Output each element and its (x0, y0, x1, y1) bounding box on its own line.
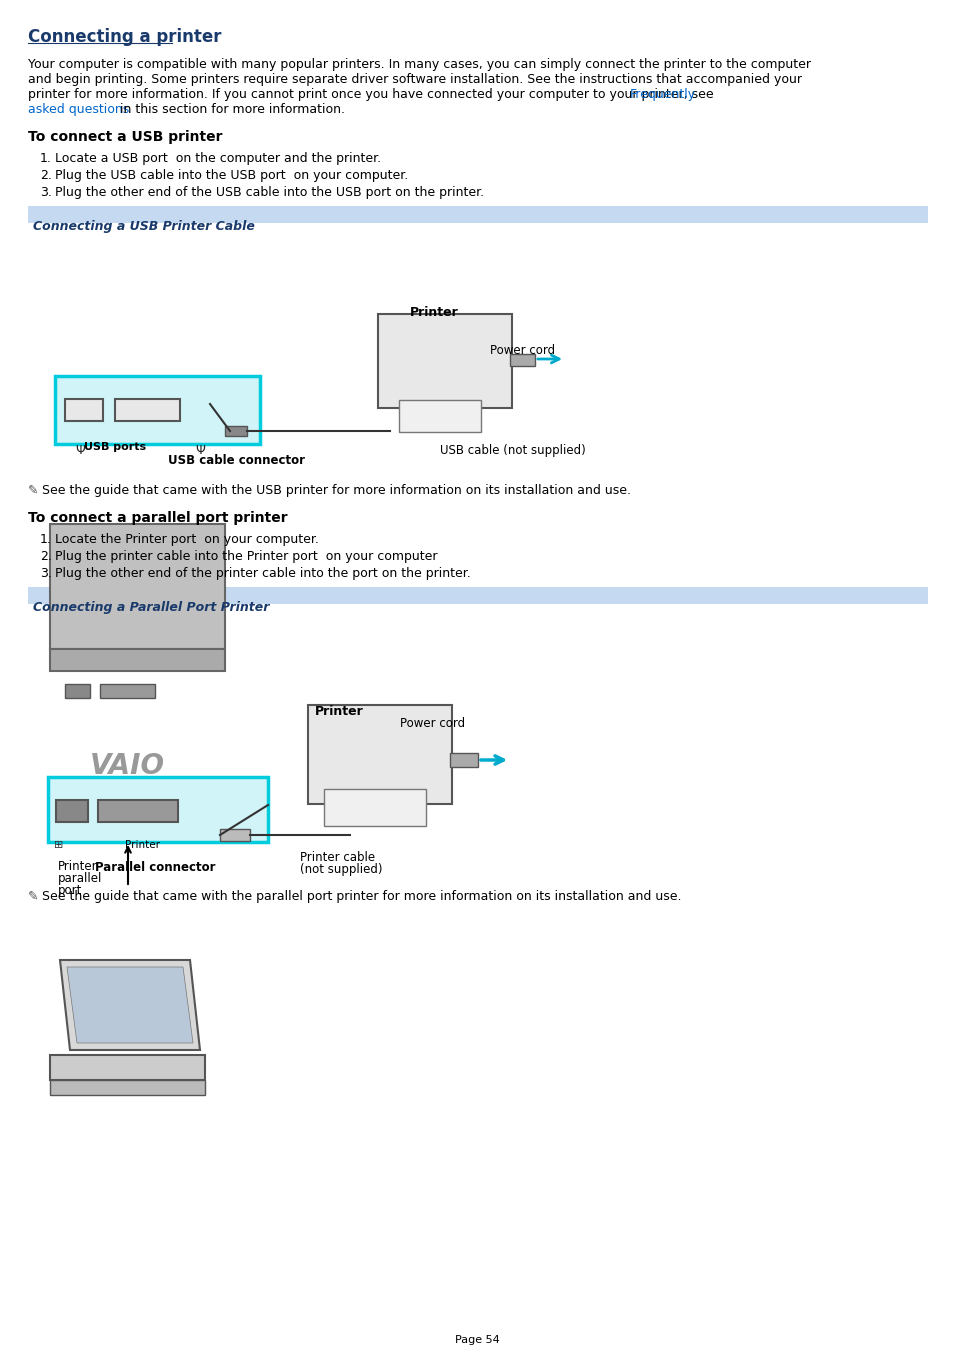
Polygon shape (50, 524, 225, 648)
Text: 3.: 3. (40, 186, 51, 199)
Bar (65, 399, 103, 422)
Polygon shape (60, 961, 200, 1050)
Polygon shape (67, 967, 193, 1043)
Text: USB cable connector: USB cable connector (169, 454, 305, 467)
Polygon shape (50, 1079, 205, 1096)
Text: Your computer is compatible with many popular printers. In many cases, you can s: Your computer is compatible with many po… (28, 58, 810, 72)
Text: 1.: 1. (40, 534, 51, 546)
Text: Parallel connector: Parallel connector (94, 861, 215, 874)
Text: 1.: 1. (40, 153, 51, 165)
Polygon shape (50, 1055, 205, 1079)
Bar (98, 800, 178, 821)
Text: 2.: 2. (40, 169, 51, 182)
Bar (28, 205, 927, 223)
Bar (48, 777, 268, 842)
FancyBboxPatch shape (398, 400, 480, 432)
Bar (115, 399, 180, 422)
Polygon shape (50, 648, 225, 671)
Text: See the guide that came with the USB printer for more information on its install: See the guide that came with the USB pri… (42, 484, 630, 497)
Text: Connecting a USB Printer Cable: Connecting a USB Printer Cable (33, 220, 254, 232)
Text: asked questions: asked questions (28, 103, 129, 116)
FancyBboxPatch shape (377, 313, 512, 408)
FancyBboxPatch shape (324, 789, 426, 825)
Bar (56, 800, 88, 821)
Text: parallel: parallel (58, 871, 102, 885)
Text: port: port (58, 884, 82, 897)
Text: Locate the Printer port  on your computer.: Locate the Printer port on your computer… (55, 534, 318, 546)
Bar (450, 753, 477, 767)
Text: USB ports: USB ports (84, 442, 146, 453)
Text: Ψ: Ψ (75, 444, 85, 457)
Text: USB cable (not supplied): USB cable (not supplied) (439, 444, 585, 457)
Text: Page 54: Page 54 (455, 1335, 498, 1346)
Text: 2.: 2. (40, 550, 51, 563)
Text: Printer cable: Printer cable (299, 851, 375, 865)
Text: ✎: ✎ (28, 890, 38, 902)
Text: Connecting a printer: Connecting a printer (28, 28, 221, 46)
Text: and begin printing. Some printers require separate driver software installation.: and begin printing. Some printers requir… (28, 73, 801, 86)
Bar (28, 586, 927, 604)
Bar (100, 684, 154, 698)
Text: Printer: Printer (126, 840, 160, 850)
Text: (not supplied): (not supplied) (299, 863, 382, 875)
Bar (28, 226, 927, 471)
Text: in this section for more information.: in this section for more information. (116, 103, 345, 116)
Text: To connect a USB printer: To connect a USB printer (28, 130, 222, 145)
Bar (65, 684, 90, 698)
Text: Plug the other end of the USB cable into the USB port on the printer.: Plug the other end of the USB cable into… (55, 186, 483, 199)
Bar (28, 607, 927, 877)
Text: Power cord: Power cord (399, 717, 465, 730)
Bar (55, 376, 260, 444)
Bar (225, 426, 247, 436)
Text: Locate a USB port  on the computer and the printer.: Locate a USB port on the computer and th… (55, 153, 381, 165)
Text: Printer: Printer (410, 305, 458, 319)
Text: 3.: 3. (40, 567, 51, 580)
Text: ✎: ✎ (28, 484, 38, 497)
Text: ⊞: ⊞ (54, 840, 63, 850)
Text: printer for more information. If you cannot print once you have connected your c: printer for more information. If you can… (28, 88, 717, 101)
Text: Plug the other end of the printer cable into the port on the printer.: Plug the other end of the printer cable … (55, 567, 470, 580)
Text: Printer: Printer (314, 705, 363, 717)
Text: Plug the printer cable into the Printer port  on your computer: Plug the printer cable into the Printer … (55, 550, 437, 563)
Text: Printer: Printer (58, 861, 97, 873)
Text: Ψ: Ψ (194, 444, 205, 457)
Text: See the guide that came with the parallel port printer for more information on i: See the guide that came with the paralle… (42, 890, 680, 902)
Text: To connect a parallel port printer: To connect a parallel port printer (28, 511, 287, 526)
Bar (510, 354, 535, 366)
Text: Connecting a Parallel Port Printer: Connecting a Parallel Port Printer (33, 601, 269, 613)
Text: VAIO: VAIO (90, 753, 165, 780)
Text: Power cord: Power cord (490, 345, 555, 357)
Text: Plug the USB cable into the USB port  on your computer.: Plug the USB cable into the USB port on … (55, 169, 408, 182)
FancyBboxPatch shape (308, 705, 452, 804)
Text: Frequently: Frequently (629, 88, 696, 101)
Bar (220, 830, 250, 842)
